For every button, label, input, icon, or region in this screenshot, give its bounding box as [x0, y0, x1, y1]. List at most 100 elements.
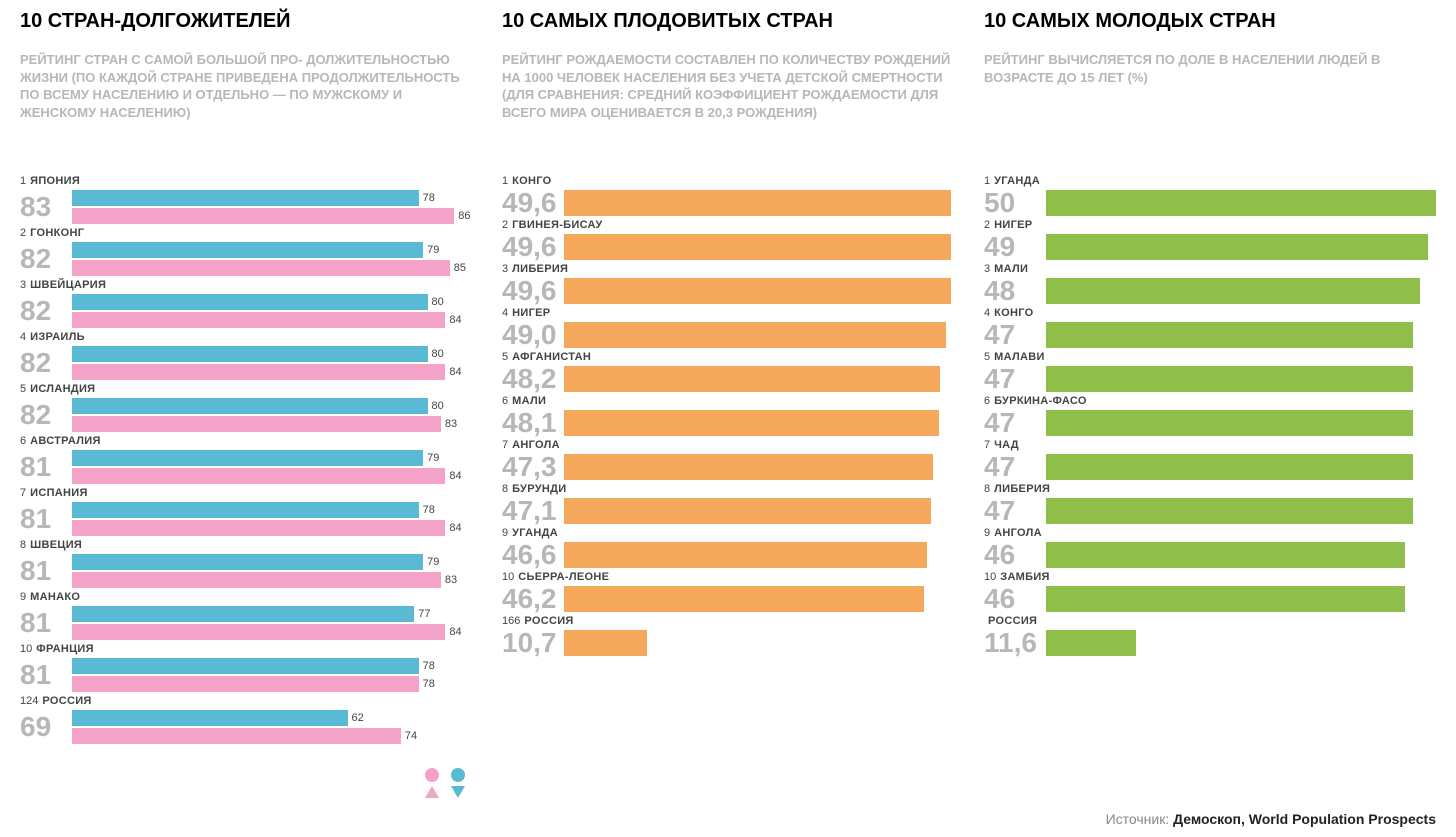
- bar-fill: [72, 208, 454, 224]
- bar-fill: [1046, 278, 1420, 304]
- big-value: 47: [984, 453, 1040, 481]
- row-body: 48,2: [502, 365, 954, 393]
- row-body: 828083: [20, 397, 472, 433]
- row-head: 9 УГАНДА: [502, 527, 954, 539]
- col1-title: 10 СТРАН-ДОЛГОЖИТЕЛЕЙ: [20, 10, 472, 33]
- rank: 7: [502, 439, 508, 451]
- col3-rows: 1 УГАНДА502 НИГЕР493 МАЛИ484 КОНГО475 МА…: [984, 175, 1436, 805]
- row-body: 47: [984, 497, 1436, 525]
- bar-group: [1046, 189, 1436, 217]
- country-name: БУРКИНА-ФАСО: [994, 395, 1087, 407]
- row-body: 47: [984, 321, 1436, 349]
- big-value: 46: [984, 541, 1040, 569]
- bar-single: [564, 410, 954, 436]
- column-youngest: 10 САМЫХ МОЛОДЫХ СТРАН РЕЙТИНГ ВЫЧИСЛЯЕТ…: [984, 10, 1436, 805]
- bar-female: 83: [72, 416, 472, 432]
- big-value: 49,6: [502, 233, 558, 261]
- row-head: 7 АНГОЛА: [502, 439, 954, 451]
- bar-fill: [564, 498, 931, 524]
- bar-fill: [72, 190, 419, 206]
- table-row: 10 СЬЕРРА-ЛЕОНЕ46,2: [502, 571, 954, 613]
- source-label: Источник:: [1106, 811, 1170, 827]
- row-body: 47: [984, 409, 1436, 437]
- rank: 3: [502, 263, 508, 275]
- table-row: 5 АФГАНИСТАН48,2: [502, 351, 954, 393]
- country-name: АНГОЛА: [512, 439, 560, 451]
- bar-fill: [1046, 190, 1436, 216]
- country-name: ФРАНЦИЯ: [36, 643, 94, 655]
- gender-legend: [424, 767, 466, 799]
- col2-title: 10 САМЫХ ПЛОДОВИТЫХ СТРАН: [502, 10, 954, 33]
- bar-fill: [564, 542, 927, 568]
- country-name: БУРУНДИ: [512, 483, 566, 495]
- row-body: 46,6: [502, 541, 954, 569]
- row-head: 166 РОССИЯ: [502, 615, 954, 627]
- country-name: УГАНДА: [994, 175, 1040, 187]
- bar-fill: [72, 468, 445, 484]
- bar-fill: [72, 502, 419, 518]
- row-head: 8 БУРУНДИ: [502, 483, 954, 495]
- bar-fill: [72, 676, 419, 692]
- country-name: ИСПАНИЯ: [30, 487, 88, 499]
- country-name: РОССИЯ: [524, 615, 573, 627]
- bar-single: [564, 366, 954, 392]
- bar-fill: [564, 630, 647, 656]
- row-head: 8 ЛИБЕРИЯ: [984, 483, 1436, 495]
- bar-group: [564, 409, 954, 437]
- row-head: 7 ЧАД: [984, 439, 1436, 451]
- country-name: УГАНДА: [512, 527, 558, 539]
- table-row: 1 ЯПОНИЯ837886: [20, 175, 472, 225]
- row-head: 5 МАЛАВИ: [984, 351, 1436, 363]
- row-body: 46: [984, 585, 1436, 613]
- bar-value: 83: [445, 418, 457, 430]
- bar-group: 8084: [72, 293, 472, 329]
- bar-fill: [1046, 454, 1413, 480]
- rank: 3: [20, 279, 26, 291]
- rank: 10: [20, 643, 32, 655]
- bar-value: 85: [454, 262, 466, 274]
- table-row: 1 УГАНДА50: [984, 175, 1436, 217]
- row-body: 817878: [20, 657, 472, 693]
- country-name: ЛИБЕРИЯ: [994, 483, 1050, 495]
- bar-group: 7878: [72, 657, 472, 693]
- bar-fill: [564, 322, 946, 348]
- bar-fill: [1046, 234, 1428, 260]
- legend-male: [450, 767, 466, 799]
- big-value: 46: [984, 585, 1040, 613]
- row-head: 6 АВСТРАЛИЯ: [20, 435, 472, 447]
- row-head: 2 ГВИНЕЯ-БИСАУ: [502, 219, 954, 231]
- table-row: 2 ГОНКОНГ827985: [20, 227, 472, 277]
- bar-single: [1046, 630, 1436, 656]
- circle-icon: [450, 767, 466, 783]
- rank: 4: [984, 307, 990, 319]
- rank: 2: [20, 227, 26, 239]
- row-body: 11,6: [984, 629, 1436, 657]
- bar-group: 8083: [72, 397, 472, 433]
- bar-fill: [1046, 410, 1413, 436]
- table-row: 124 РОССИЯ696274: [20, 695, 472, 745]
- bar-single: [564, 234, 954, 260]
- bar-fill: [72, 294, 428, 310]
- row-body: 817983: [20, 553, 472, 589]
- circle-icon: [424, 767, 440, 783]
- rank: 5: [502, 351, 508, 363]
- bar-fill: [72, 554, 423, 570]
- col2-rows: 1 КОНГО49,62 ГВИНЕЯ-БИСАУ49,63 ЛИБЕРИЯ49…: [502, 175, 954, 805]
- row-head: 6 БУРКИНА-ФАСО: [984, 395, 1436, 407]
- bar-single: [564, 498, 954, 524]
- row-head: 9 АНГОЛА: [984, 527, 1436, 539]
- rank: 10: [502, 571, 514, 583]
- big-value: 47,3: [502, 453, 558, 481]
- table-row: 7 ЧАД 47: [984, 439, 1436, 481]
- big-value: 49,6: [502, 189, 558, 217]
- bar-fill: [564, 366, 940, 392]
- country-name: ГОНКОНГ: [30, 227, 84, 239]
- row-head: РОССИЯ: [984, 615, 1436, 627]
- rank: 8: [984, 483, 990, 495]
- table-row: 4 НИГЕР49,0: [502, 307, 954, 349]
- rank: 9: [502, 527, 508, 539]
- big-value: 50: [984, 189, 1040, 217]
- bar-group: 7886: [72, 189, 472, 225]
- bar-group: [1046, 321, 1436, 349]
- bar-group: 7985: [72, 241, 472, 277]
